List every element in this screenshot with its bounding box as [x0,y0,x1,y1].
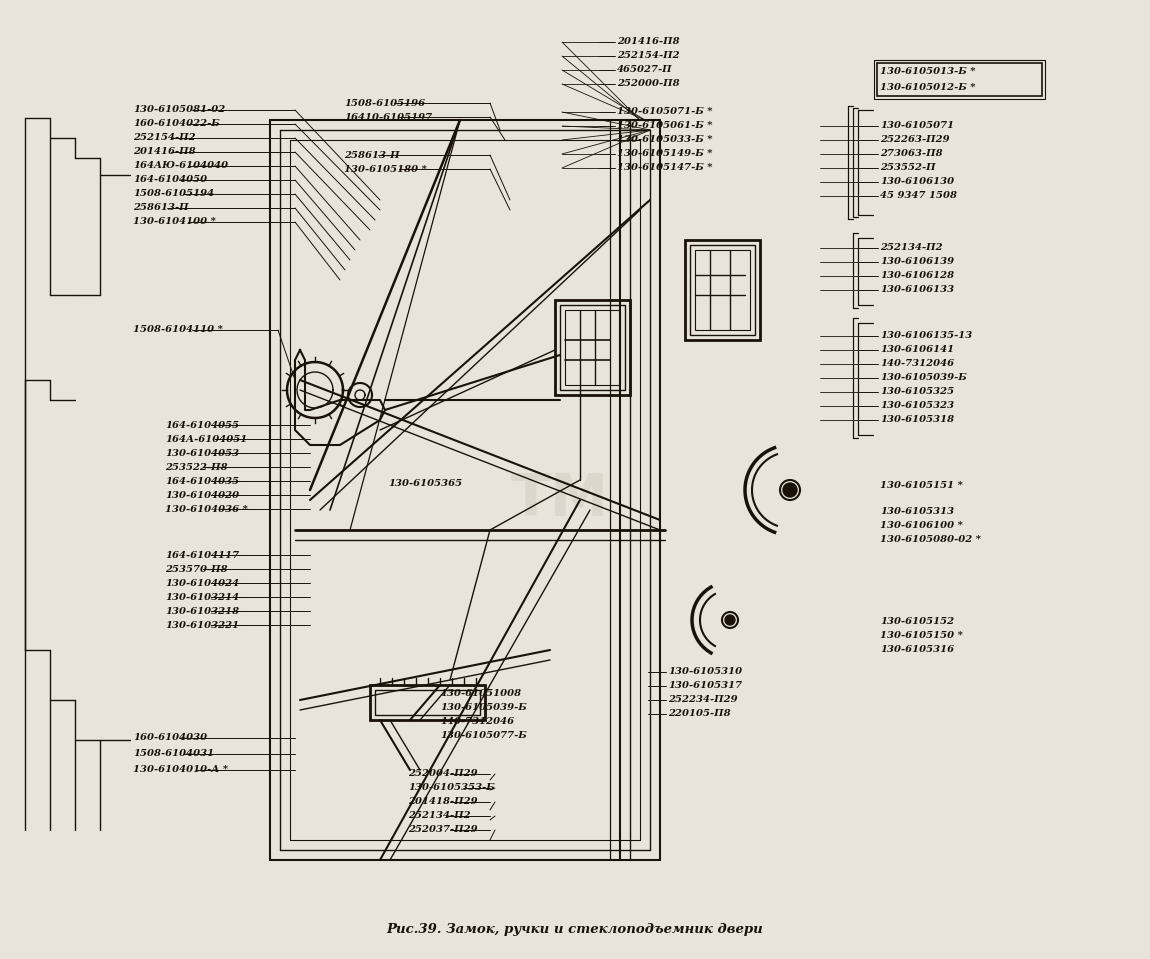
Text: 130-6104053: 130-6104053 [164,449,239,457]
Text: 130-6105039-Б: 130-6105039-Б [880,373,967,383]
Text: 252000-П8: 252000-П8 [618,80,680,88]
Text: 130-6105353-Б: 130-6105353-Б [408,784,494,792]
Text: 130-61051008: 130-61051008 [440,690,521,698]
Bar [565,310,620,385]
Text: 258613-П: 258613-П [133,203,189,213]
Text: 201416-П8: 201416-П8 [618,37,680,46]
Text: 130-6105071: 130-6105071 [880,122,954,130]
Circle shape [724,615,735,625]
Text: 252154-П2: 252154-П2 [133,133,196,143]
Text: 130-6105013-Б *: 130-6105013-Б * [880,67,975,77]
Text: 130-6106128: 130-6106128 [880,271,954,280]
Text: 252004-П29: 252004-П29 [408,769,477,779]
Text: 253552-П: 253552-П [880,163,936,173]
Text: 130-6103221: 130-6103221 [164,620,239,629]
Text: 252263-П29: 252263-П29 [880,135,950,145]
Bar [874,60,1045,99]
Text: 201418-П29: 201418-П29 [408,798,477,807]
Text: 130-6106135-13: 130-6106135-13 [880,332,972,340]
Text: 164АЮ-6104040: 164АЮ-6104040 [133,161,228,171]
Text: 130-6105150 *: 130-6105150 * [880,631,963,641]
Text: 130-6105151 *: 130-6105151 * [880,481,963,490]
Text: 252154-П2: 252154-П2 [618,52,680,60]
Text: 164-6104117: 164-6104117 [164,550,239,559]
Text: 465027-П: 465027-П [618,65,673,75]
Bar [375,690,480,715]
Text: 130-6105039-Б: 130-6105039-Б [440,704,527,713]
Text: 130-6104010-А *: 130-6104010-А * [133,765,228,775]
Text: 164-6104035: 164-6104035 [164,477,239,485]
Text: 130-6105180 *: 130-6105180 * [344,165,427,174]
Text: 130-6104020: 130-6104020 [164,490,239,500]
Text: 160-6104022-Б: 160-6104022-Б [133,120,220,129]
Text: 252037-П29: 252037-П29 [408,826,477,834]
Text: 220105-П8: 220105-П8 [668,710,730,718]
Text: 273063-П8: 273063-П8 [880,150,943,158]
Text: 130-6105149-Б *: 130-6105149-Б * [618,150,713,158]
Text: 140-7312046: 140-7312046 [440,717,514,727]
Text: 258613-П: 258613-П [344,151,400,159]
Text: 253522-П8: 253522-П8 [164,462,228,472]
Bar [690,245,756,335]
Text: 45 9347 1508: 45 9347 1508 [880,192,957,200]
Text: 1508-6105194: 1508-6105194 [133,190,214,199]
Text: 130-6104036 *: 130-6104036 * [164,504,248,513]
Text: 130-6105316: 130-6105316 [880,645,954,654]
Bar [685,240,760,340]
Bar [877,63,1042,96]
Circle shape [783,483,797,497]
Text: 130-6103218: 130-6103218 [164,606,239,616]
Text: 164-6104050: 164-6104050 [133,175,207,184]
Text: 130-6105033-Б *: 130-6105033-Б * [618,135,713,145]
Text: 253570-П8: 253570-П8 [164,565,228,573]
Text: 130-6106133: 130-6106133 [880,286,954,294]
Text: 130-6103214: 130-6103214 [164,593,239,601]
Text: 130-6105325: 130-6105325 [880,387,954,396]
Text: 164А-6104051: 164А-6104051 [164,434,247,443]
Text: 130-6106100 *: 130-6106100 * [880,522,963,530]
Text: 130-6105147-Б *: 130-6105147-Б * [618,163,713,173]
Text: Рис.39. Замок, ручки и стеклоподъемник двери: Рис.39. Замок, ручки и стеклоподъемник д… [386,924,764,937]
Bar [695,250,750,330]
Bar [555,300,630,395]
Text: 252134-П2: 252134-П2 [408,811,470,821]
Text: 130-6105012-Б *: 130-6105012-Б * [880,83,975,92]
Text: 252234-П29: 252234-П29 [668,695,737,705]
Text: 1508-6105196: 1508-6105196 [344,99,426,107]
Text: 140-7312046: 140-7312046 [880,360,954,368]
Text: 164-6104055: 164-6104055 [164,420,239,430]
Text: 130-6105071-Б *: 130-6105071-Б * [618,107,713,116]
Text: 130-6105317: 130-6105317 [668,682,742,690]
Text: 201416-П8: 201416-П8 [133,148,196,156]
Text: 130-6105313: 130-6105313 [880,507,954,517]
Text: 160-6104030: 160-6104030 [133,734,207,742]
Text: 252134-П2: 252134-П2 [880,244,943,252]
Text: 130-6104024: 130-6104024 [164,578,239,588]
Text: 16410-6105197: 16410-6105197 [344,112,432,122]
Text: 1508-6104110 *: 1508-6104110 * [133,325,223,335]
Text: TM: TM [511,472,610,528]
Bar [370,685,485,720]
Text: 1508-6104031: 1508-6104031 [133,750,214,759]
Text: 130-6105081-02: 130-6105081-02 [133,105,225,114]
Text: 130-6105365: 130-6105365 [388,480,462,488]
Text: 130-6105310: 130-6105310 [668,667,742,676]
Text: 130-6106130: 130-6106130 [880,177,954,186]
Text: 130-6105323: 130-6105323 [880,402,954,410]
Text: 130-6106139: 130-6106139 [880,258,954,267]
Text: 130-6105080-02 *: 130-6105080-02 * [880,535,981,545]
Bar [560,305,624,390]
Text: 130-6105318: 130-6105318 [880,415,954,425]
Text: 130-6105077-Б: 130-6105077-Б [440,732,527,740]
Text: 130-6104100 *: 130-6104100 * [133,218,216,226]
Text: 130-6105061-Б *: 130-6105061-Б * [618,122,713,130]
Text: 130-6106141: 130-6106141 [880,345,954,355]
Text: 130-6105152: 130-6105152 [880,618,954,626]
